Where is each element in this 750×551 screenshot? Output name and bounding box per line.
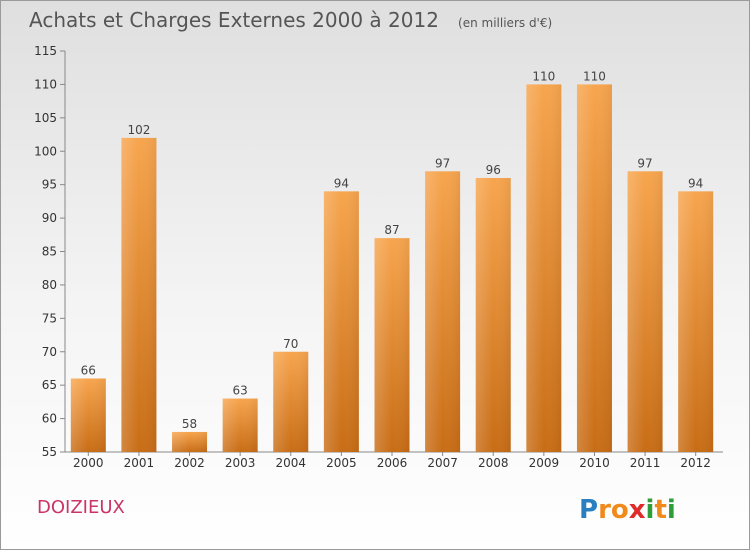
y-tick-label: 95 [42,178,57,192]
x-tick-label: 2000 [73,456,104,470]
data-label: 97 [637,156,652,170]
data-label: 110 [532,69,555,83]
proxiti-logo: Proxiti [579,495,676,525]
data-label: 66 [81,363,96,377]
y-tick-label: 115 [34,44,57,58]
y-tick-label: 80 [42,278,57,292]
y-tick-label: 65 [42,378,57,392]
x-tick-label: 2005 [326,456,357,470]
bar-shine [70,378,106,452]
bars [70,84,714,453]
x-tick-label: 2010 [579,456,610,470]
logo-letter: P [579,495,598,525]
data-label: 110 [583,69,606,83]
logo-letter: i [667,495,676,525]
data-label: 94 [334,176,349,190]
bar-shine [425,171,461,453]
bar-shine [273,351,309,452]
x-tick-label: 2012 [680,456,711,470]
x-tick-label: 2008 [478,456,509,470]
y-tick-label: 105 [34,111,57,125]
data-label: 94 [688,176,703,190]
y-tick-label: 70 [42,345,57,359]
data-label: 97 [435,156,450,170]
y-tick-label: 100 [34,144,57,158]
bar-shine [526,84,562,453]
y-tick-label: 90 [42,211,57,225]
x-tick-label: 2011 [630,456,661,470]
x-tick-label: 2003 [225,456,256,470]
bar-shine [678,191,714,452]
y-axis-ticks: 55 60 65 70 75 80 85 90 95 100 105 110 115 [34,44,65,459]
x-tick-label: 2004 [275,456,306,470]
bar-shine [475,177,511,452]
logo-letter: o [611,495,629,525]
bar-shine [374,238,410,452]
y-tick-label: 60 [42,412,57,426]
data-labels: 66 102 58 63 70 94 87 97 96 110 110 97 94 [81,69,704,431]
data-label: 96 [486,163,501,177]
data-label: 58 [182,417,197,431]
x-tick-label: 2001 [124,456,155,470]
bar-shine [627,171,663,453]
x-axis-ticks: 2000 2001 2002 2003 2004 2005 2006 2007 2008 2009… [73,452,711,470]
y-tick-label: 55 [42,445,57,459]
y-tick-label: 75 [42,311,57,325]
bar-shine [121,137,157,452]
chart-title-main: Achats et Charges Externes 2000 à 2012 [29,8,439,32]
chart-title: Achats et Charges Externes 2000 à 2012 (… [29,8,552,32]
y-tick-label: 110 [34,77,57,91]
bar-shine [172,431,208,452]
commune-name: DOIZIEUX [37,497,125,518]
x-tick-label: 2007 [427,456,458,470]
y-tick-label: 85 [42,245,57,259]
bar-shine [576,84,612,453]
bar-shine [222,398,258,452]
logo-letter: x [629,495,646,525]
logo-letter: t [654,495,666,525]
data-label: 102 [127,123,150,137]
data-label: 63 [233,384,248,398]
logo-letter: r [598,495,611,525]
x-tick-label: 2002 [174,456,205,470]
x-tick-label: 2009 [529,456,560,470]
chart-subtitle: (en milliers d'€) [458,16,552,30]
bar-shine [323,191,359,452]
data-label: 70 [283,337,298,351]
logo-letter: i [646,495,655,525]
x-tick-label: 2006 [377,456,408,470]
data-label: 87 [384,223,399,237]
